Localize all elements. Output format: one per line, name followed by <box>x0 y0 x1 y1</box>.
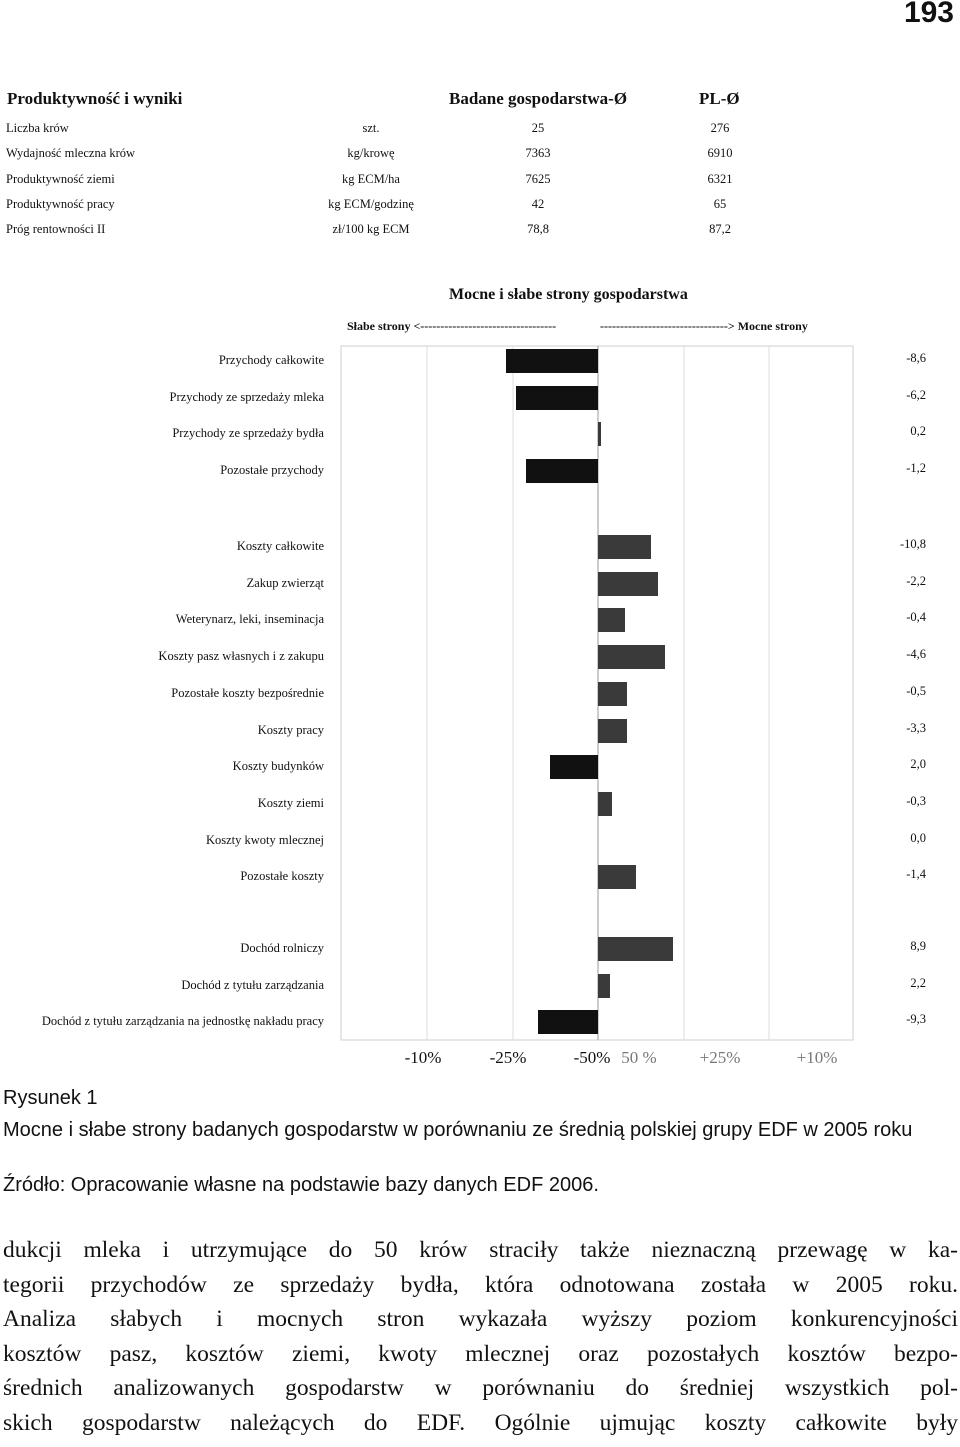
chart-value-label: -1,4 <box>906 867 926 882</box>
chart-value-label: -3,3 <box>906 720 926 735</box>
chart-value-label: -2,2 <box>906 573 926 588</box>
figure-source: Źródło: Opracowanie własne na podstawie … <box>3 1174 599 1196</box>
chart-category-label: Pozostałe przychody <box>220 463 324 478</box>
chart-category-label: Koszty budynków <box>232 759 324 774</box>
body-line: dukcji mleka i utrzymujące do 50 krów st… <box>3 1237 958 1263</box>
chart-value-label: -1,2 <box>906 461 926 476</box>
table-row-label: Produktywność pracy <box>6 196 115 211</box>
table-header-farms: Badane gospodarstwa-Ø <box>449 89 628 108</box>
chart-bar <box>598 937 674 961</box>
body-line: skich gospodarstw należących do EDF. Ogó… <box>3 1409 958 1436</box>
page-number: 193 <box>903 0 954 29</box>
chart-bar <box>598 608 626 633</box>
chart-category-label: Koszty pracy <box>257 722 324 737</box>
table-row-label: Próg rentowności II <box>6 222 106 237</box>
chart-value-label: -8,6 <box>906 351 926 365</box>
table-row-unit: szt. <box>362 121 380 135</box>
table-row-pl-value: 6321 <box>707 171 733 186</box>
chart-axis-tick: +25% <box>699 1048 741 1067</box>
chart-axis-tick: -25% <box>489 1048 527 1067</box>
chart-bar <box>505 349 598 373</box>
chart-category-label: Przychody ze sprzedaży bydła <box>172 426 324 441</box>
table-row-farm-value: 7363 <box>525 146 551 161</box>
chart-bar <box>538 1010 598 1035</box>
chart-bar <box>598 791 612 816</box>
chart-bar <box>515 385 598 410</box>
chart-value-label: -6,2 <box>906 387 926 402</box>
chart-bar <box>598 571 658 596</box>
chart-category-label: Weterynarz, leki, inseminacja <box>175 612 324 627</box>
table-row-farm-value: 7625 <box>525 171 551 186</box>
table-row-pl-value: 87,2 <box>709 222 731 237</box>
chart-subtitle-weak: Słabe strony <--------------------------… <box>347 319 557 333</box>
chart-category-label: Przychody całkowite <box>218 353 324 367</box>
chart-category-label: Przychody ze sprzedaży mleka <box>169 389 324 404</box>
chart-axis-tick: 50 % <box>621 1048 657 1067</box>
chart-category-label: Koszty kwoty mlecznej <box>205 832 324 847</box>
chart-bar <box>598 718 628 743</box>
table-row-label: Produktywność ziemi <box>6 171 115 186</box>
chart-bar <box>598 681 628 706</box>
body-line: średnich analizowanych gospodarstw w por… <box>3 1375 958 1401</box>
table-row-unit: zł/100 kg ECM <box>332 222 410 237</box>
chart-bar <box>598 422 602 447</box>
chart-value-label: -10,8 <box>899 537 926 551</box>
chart-category-label: Pozostałe koszty <box>240 869 324 884</box>
chart-value-label: -0,5 <box>906 683 926 698</box>
chart-value-label: 0,0 <box>910 830 926 845</box>
chart-title: Mocne i słabe strony gospodarstwa <box>449 286 688 303</box>
chart-value-label: 8,9 <box>910 939 926 953</box>
chart-value-label: -9,3 <box>906 1012 926 1027</box>
table-header-pl: PL-Ø <box>699 89 740 108</box>
table-row-pl-value: 6910 <box>707 146 733 161</box>
chart-category-label: Dochód z tytułu zarządzania <box>181 977 324 992</box>
chart-value-label: 2,0 <box>910 757 926 772</box>
chart-category-label: Pozostałe koszty bezpośrednie <box>171 685 324 700</box>
chart-value-label: -0,3 <box>906 793 926 808</box>
chart-bar <box>598 973 610 998</box>
table-row-farm-value: 78,8 <box>527 222 549 237</box>
chart-bar <box>550 755 598 780</box>
chart-subtitle-strong: --------------------------------> Mocne … <box>600 319 808 333</box>
table-row-unit: kg ECM/godzinę <box>328 196 414 211</box>
table-row-label: Liczba krów <box>6 121 69 135</box>
figure-label: Rysunek 1 <box>3 1087 98 1109</box>
table-row-farm-value: 25 <box>531 121 545 135</box>
body-line: tegorii przychodów ze sprzedaży bydła, k… <box>3 1271 958 1298</box>
chart-category-label: Dochód rolniczy <box>240 941 324 955</box>
table-row-pl-value: 65 <box>713 196 727 211</box>
chart-value-label: 0,2 <box>910 424 926 439</box>
body-line: Analiza słabych i mocnych stron wykazała… <box>3 1306 958 1332</box>
table-header-label: Produktywność i wyniki <box>7 89 183 108</box>
chart-axis-tick: -50% <box>573 1048 611 1067</box>
chart-category-label: Koszty całkowite <box>236 539 324 553</box>
chart-category-label: Koszty ziemi <box>257 795 324 810</box>
figure-caption: Mocne i słabe strony badanych gospodarst… <box>3 1119 913 1141</box>
chart-value-label: -4,6 <box>906 647 926 662</box>
chart-axis-tick: -10% <box>404 1048 442 1067</box>
chart-category-label: Koszty pasz własnych i z zakupu <box>158 649 324 664</box>
chart-category-label: Zakup zwierząt <box>246 575 324 590</box>
chart-value-label: 2,2 <box>910 975 926 990</box>
chart-bar <box>598 535 651 559</box>
chart-bar <box>598 865 636 890</box>
chart-bar <box>526 459 598 484</box>
table-row-label: Wydajność mleczna krów <box>6 146 136 161</box>
chart-axis-tick: +10% <box>796 1048 838 1067</box>
table-row-farm-value: 42 <box>531 196 545 211</box>
table-row-unit: kg ECM/ha <box>342 171 400 186</box>
table-row-unit: kg/krowę <box>347 146 395 161</box>
body-line: kosztów pasz, kosztów ziemi, kwoty mlecz… <box>3 1340 958 1367</box>
chart-bar <box>598 645 665 670</box>
chart-category-label: Dochód z tytułu zarządzania na jednostkę… <box>41 1014 324 1029</box>
chart-value-label: -0,4 <box>906 610 926 625</box>
table-row-pl-value: 276 <box>710 121 730 135</box>
